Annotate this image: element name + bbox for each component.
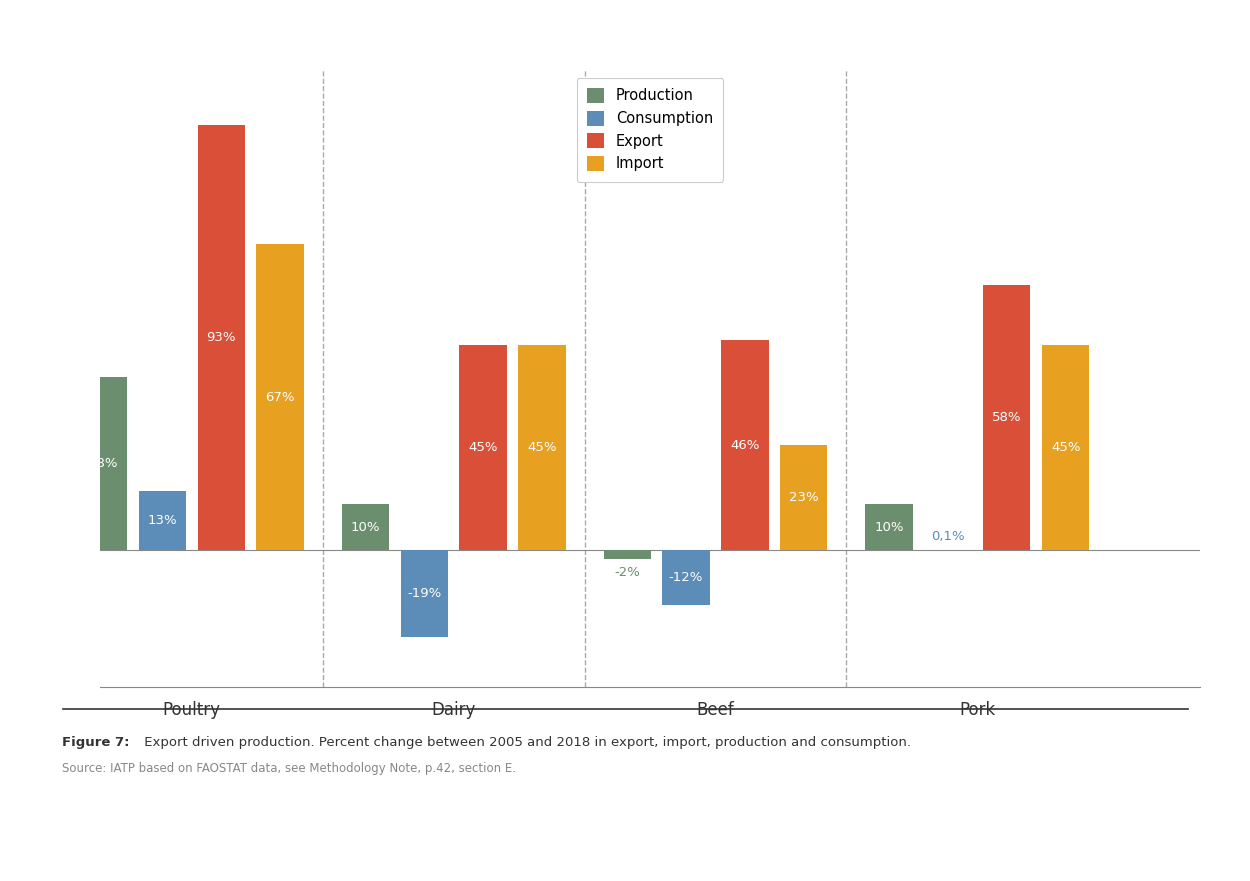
Bar xyxy=(780,445,828,550)
Text: Export driven production. Percent change between 2005 and 2018 in export, import: Export driven production. Percent change… xyxy=(140,736,911,749)
Text: 0,1%: 0,1% xyxy=(931,529,965,543)
Bar xyxy=(1042,344,1089,550)
Text: Poultry: Poultry xyxy=(162,701,221,719)
Legend: Production, Consumption, Export, Import: Production, Consumption, Export, Import xyxy=(576,78,724,181)
Text: Beef: Beef xyxy=(696,701,734,719)
Text: Dairy: Dairy xyxy=(431,701,476,719)
Bar xyxy=(80,376,126,550)
Bar xyxy=(460,344,506,550)
Text: 45%: 45% xyxy=(1051,440,1080,454)
Text: Pork: Pork xyxy=(959,701,995,719)
Bar xyxy=(984,285,1030,550)
Text: 45%: 45% xyxy=(469,440,498,454)
Bar xyxy=(198,125,245,550)
Text: 38%: 38% xyxy=(89,457,118,470)
Text: 93%: 93% xyxy=(206,331,236,344)
Text: 67%: 67% xyxy=(265,390,295,403)
Bar xyxy=(865,505,912,550)
Bar xyxy=(256,244,304,550)
Bar xyxy=(721,340,769,550)
Text: Source: IATP based on FAOSTAT data, see Methodology Note, p.42, section E.: Source: IATP based on FAOSTAT data, see … xyxy=(62,762,516,775)
Bar xyxy=(519,344,565,550)
Bar xyxy=(400,550,448,637)
Text: 23%: 23% xyxy=(789,491,819,504)
Bar xyxy=(139,491,186,550)
Bar xyxy=(341,505,389,550)
Bar xyxy=(604,550,651,559)
Bar xyxy=(662,550,710,605)
Text: -19%: -19% xyxy=(408,587,441,600)
Text: 46%: 46% xyxy=(730,439,760,452)
Text: 45%: 45% xyxy=(528,440,556,454)
Text: 10%: 10% xyxy=(350,521,380,534)
Text: -2%: -2% xyxy=(614,566,640,579)
Text: 10%: 10% xyxy=(874,521,904,534)
Text: 13%: 13% xyxy=(148,514,178,527)
Text: -12%: -12% xyxy=(669,571,704,584)
Text: Figure 7:: Figure 7: xyxy=(62,736,130,749)
Text: 58%: 58% xyxy=(992,411,1021,424)
